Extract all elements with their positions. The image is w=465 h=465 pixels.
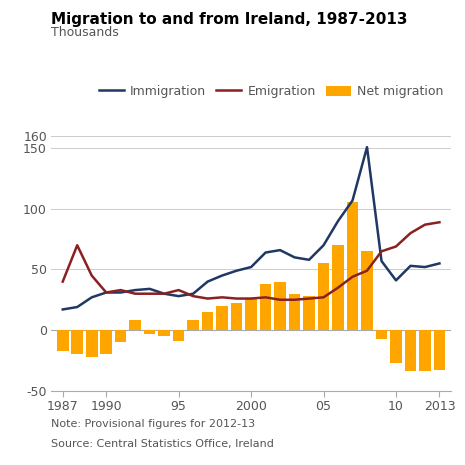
Emigration: [292, 297, 297, 303]
Bar: [231, 303, 242, 330]
Immigration: [103, 290, 109, 295]
Emigration: [219, 294, 225, 300]
Emigration: [335, 285, 341, 291]
Immigration: [205, 279, 211, 285]
Emigration: [379, 248, 384, 254]
Immigration: [248, 264, 254, 270]
Bar: [390, 330, 402, 363]
Emigration: [437, 219, 442, 225]
Immigration: [176, 293, 181, 299]
Bar: [159, 330, 170, 336]
Emigration: [393, 244, 399, 249]
Bar: [216, 306, 228, 330]
Bar: [361, 251, 373, 330]
Emigration: [161, 291, 167, 297]
Immigration: [321, 242, 326, 248]
Emigration: [74, 242, 80, 248]
Text: Note: Provisional figures for 2012-13: Note: Provisional figures for 2012-13: [51, 418, 255, 429]
Immigration: [161, 291, 167, 297]
Bar: [202, 312, 213, 330]
Bar: [289, 294, 300, 330]
Immigration: [408, 263, 413, 269]
Bar: [57, 330, 68, 351]
Immigration: [147, 286, 153, 292]
Immigration: [306, 257, 312, 263]
Immigration: [89, 294, 94, 300]
Emigration: [408, 230, 413, 236]
Emigration: [147, 291, 153, 297]
Immigration: [422, 264, 428, 270]
Emigration: [133, 291, 138, 297]
Bar: [303, 296, 315, 330]
Emigration: [306, 296, 312, 301]
Emigration: [60, 279, 66, 285]
Immigration: [277, 247, 283, 253]
Immigration: [234, 268, 239, 273]
Immigration: [219, 273, 225, 279]
Emigration: [118, 287, 124, 293]
Bar: [318, 264, 329, 330]
Immigration: [379, 258, 384, 264]
Emigration: [277, 297, 283, 303]
Emigration: [103, 290, 109, 295]
Bar: [260, 284, 272, 330]
Emigration: [190, 293, 196, 299]
Emigration: [248, 296, 254, 301]
Immigration: [263, 250, 268, 255]
Bar: [72, 330, 83, 354]
Text: Migration to and from Ireland, 1987-2013: Migration to and from Ireland, 1987-2013: [51, 12, 408, 27]
Immigration: [118, 290, 124, 295]
Bar: [332, 245, 344, 330]
Immigration: [364, 144, 370, 150]
Bar: [115, 330, 126, 342]
Immigration: [350, 198, 355, 203]
Immigration: [292, 254, 297, 260]
Bar: [173, 330, 185, 341]
Emigration: [89, 273, 94, 279]
Immigration: [74, 304, 80, 310]
Bar: [274, 282, 286, 330]
Emigration: [422, 222, 428, 227]
Bar: [187, 320, 199, 330]
Text: Source: Central Statistics Office, Ireland: Source: Central Statistics Office, Irela…: [51, 439, 274, 450]
Immigration: [437, 261, 442, 266]
Immigration: [393, 278, 399, 283]
Emigration: [176, 287, 181, 293]
Emigration: [321, 294, 326, 300]
Emigration: [263, 294, 268, 300]
Emigration: [205, 296, 211, 301]
Emigration: [234, 296, 239, 301]
Line: Emigration: Emigration: [63, 222, 439, 300]
Immigration: [335, 218, 341, 224]
Legend: Immigration, Emigration, Net migration: Immigration, Emigration, Net migration: [94, 80, 448, 103]
Bar: [405, 330, 416, 371]
Bar: [376, 330, 387, 339]
Immigration: [133, 287, 138, 293]
Bar: [86, 330, 98, 357]
Bar: [246, 299, 257, 330]
Bar: [434, 330, 445, 370]
Bar: [100, 330, 112, 354]
Bar: [144, 330, 155, 334]
Emigration: [364, 268, 370, 273]
Immigration: [190, 291, 196, 297]
Immigration: [60, 306, 66, 312]
Bar: [347, 202, 359, 330]
Bar: [129, 320, 141, 330]
Line: Immigration: Immigration: [63, 147, 439, 309]
Bar: [419, 330, 431, 371]
Text: Thousands: Thousands: [51, 26, 119, 39]
Emigration: [350, 274, 355, 279]
